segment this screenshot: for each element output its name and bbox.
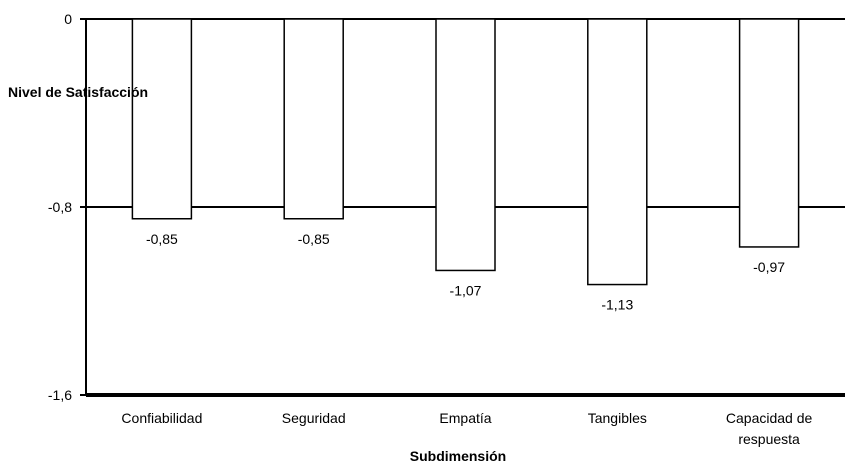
data-labels: -0,85 -0,85 -1,07 -1,13 -0,97 (146, 231, 785, 313)
data-label: -0,85 (146, 231, 178, 247)
x-axis-ticks: Confiabilidad Seguridad Empatía Tangibles Ca… (121, 410, 812, 447)
bar (587, 18, 648, 286)
bar (738, 18, 800, 248)
x-axis-title: Subdimensión (410, 448, 506, 463)
data-label: -1,13 (601, 297, 633, 313)
x-tick-label: Confiabilidad (121, 410, 202, 426)
x-tick-label: Empatía (439, 410, 491, 426)
y-tick-label: -1,6 (48, 387, 72, 403)
x-tick-label: Capacidad de respuesta (726, 410, 813, 447)
data-label: -0,85 (298, 231, 330, 247)
y-tick-label: -0,8 (48, 199, 72, 215)
bar (283, 18, 344, 220)
bar (131, 18, 193, 220)
y-axis-ticks: 0 -0,8 -1,6 (48, 11, 86, 403)
data-label: -0,97 (753, 259, 785, 275)
y-axis-title: Nivel de Satisfacción (8, 84, 148, 100)
x-tick-label: Tangibles (588, 410, 647, 426)
x-tick-label: Seguridad (282, 410, 346, 426)
y-tick-label: 0 (64, 11, 72, 27)
bars (131, 18, 800, 286)
data-label: -1,07 (450, 282, 482, 298)
bar (435, 18, 496, 272)
